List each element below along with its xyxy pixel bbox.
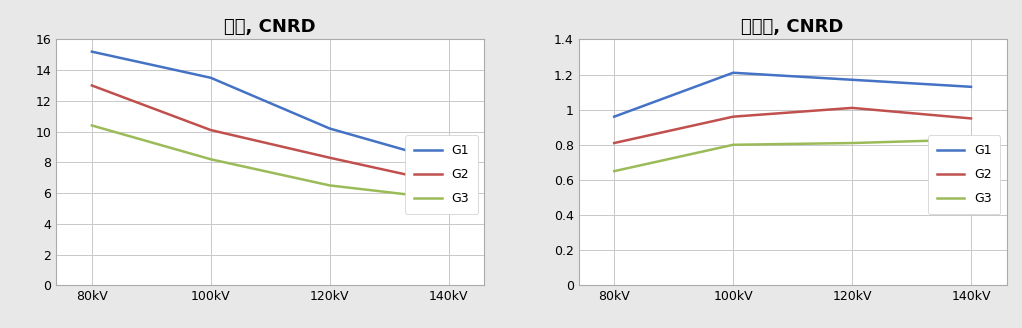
Line: G2: G2 xyxy=(614,108,971,143)
Title: 젠라틴, CNRD: 젠라틴, CNRD xyxy=(741,18,844,36)
G3 xyxy=(324,183,336,187)
Line: G3: G3 xyxy=(614,139,971,171)
G3 xyxy=(965,137,977,141)
G3 xyxy=(846,141,858,145)
Line: G3: G3 xyxy=(92,125,449,199)
G3 xyxy=(443,197,455,201)
Line: G1: G1 xyxy=(614,73,971,117)
Line: G1: G1 xyxy=(92,52,449,162)
G1 xyxy=(727,71,739,75)
G1 xyxy=(86,50,98,54)
G3 xyxy=(204,157,217,161)
G1 xyxy=(204,76,217,80)
G3 xyxy=(727,143,739,147)
G2 xyxy=(608,141,620,145)
Legend: G1, G2, G3: G1, G2, G3 xyxy=(928,135,1001,214)
G2 xyxy=(204,128,217,132)
G2 xyxy=(965,116,977,120)
G1 xyxy=(846,78,858,82)
Title: 동맥, CNRD: 동맥, CNRD xyxy=(225,18,316,36)
Legend: G1, G2, G3: G1, G2, G3 xyxy=(406,135,478,214)
G2 xyxy=(86,84,98,88)
Line: G2: G2 xyxy=(92,86,449,184)
G1 xyxy=(324,127,336,131)
G2 xyxy=(324,156,336,160)
G1 xyxy=(443,160,455,164)
G2 xyxy=(846,106,858,110)
G1 xyxy=(608,115,620,119)
G3 xyxy=(608,169,620,173)
G1 xyxy=(965,85,977,89)
G2 xyxy=(727,115,739,119)
G3 xyxy=(86,123,98,127)
G2 xyxy=(443,182,455,186)
